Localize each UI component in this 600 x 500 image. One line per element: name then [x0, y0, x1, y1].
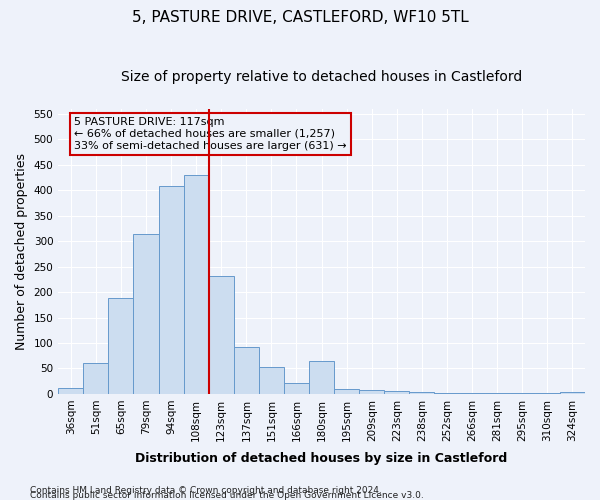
Bar [259, 368, 284, 394]
Bar [309, 361, 334, 394]
Text: 5 PASTURE DRIVE: 117sqm
← 66% of detached houses are smaller (1,257)
33% of semi: 5 PASTURE DRIVE: 117sqm ← 66% of detache… [74, 118, 347, 150]
X-axis label: Distribution of detached houses by size in Castleford: Distribution of detached houses by size … [136, 452, 508, 465]
Bar [58, 388, 83, 394]
Bar [209, 276, 234, 394]
Bar [284, 382, 309, 394]
Bar [158, 186, 184, 394]
Title: Size of property relative to detached houses in Castleford: Size of property relative to detached ho… [121, 70, 522, 84]
Bar [234, 346, 259, 394]
Bar [184, 175, 209, 394]
Bar [409, 392, 434, 394]
Bar [359, 390, 385, 394]
Bar [385, 392, 409, 394]
Y-axis label: Number of detached properties: Number of detached properties [15, 153, 28, 350]
Bar [434, 393, 460, 394]
Bar [109, 298, 133, 394]
Bar [334, 389, 359, 394]
Text: 5, PASTURE DRIVE, CASTLEFORD, WF10 5TL: 5, PASTURE DRIVE, CASTLEFORD, WF10 5TL [131, 10, 469, 25]
Text: Contains HM Land Registry data © Crown copyright and database right 2024.: Contains HM Land Registry data © Crown c… [30, 486, 382, 495]
Bar [133, 234, 158, 394]
Text: Contains public sector information licensed under the Open Government Licence v3: Contains public sector information licen… [30, 491, 424, 500]
Bar [83, 364, 109, 394]
Bar [560, 392, 585, 394]
